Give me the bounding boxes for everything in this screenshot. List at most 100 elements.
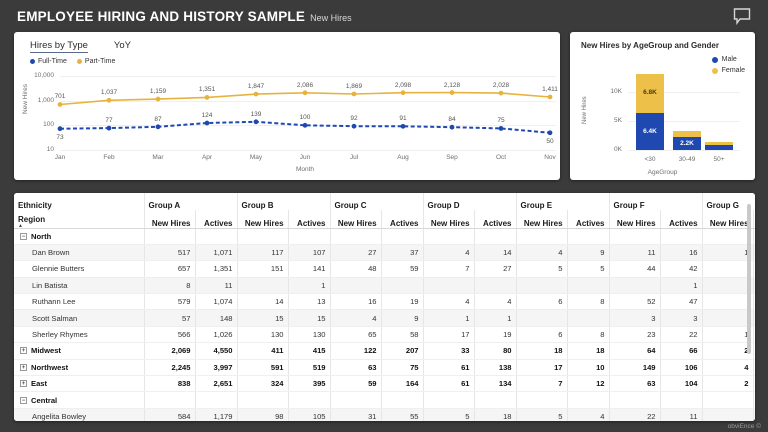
table-cell: 591 xyxy=(237,359,289,377)
table-row[interactable]: Scott Salman 57 148 15 15 4 9 1 1 3 3 xyxy=(14,309,755,327)
table-measure-header-new-hires[interactable]: New Hires xyxy=(144,210,196,229)
table-group-row-label[interactable]: + Northwest xyxy=(14,359,145,377)
sort-ascending-icon[interactable]: ▲ xyxy=(18,222,23,229)
row-expander-toggle[interactable]: + xyxy=(20,380,27,388)
table-vertical-scrollbar[interactable] xyxy=(746,196,752,418)
table-corner-region-cell[interactable]: Region ▲ xyxy=(14,210,145,229)
legend-item-female[interactable]: Female xyxy=(711,67,745,74)
table-group-row-label[interactable]: + Midwest xyxy=(14,342,145,360)
legend-item-full-time[interactable]: Full-Time xyxy=(30,58,67,65)
table-row-label[interactable]: Ruthann Lee xyxy=(14,293,145,311)
line-data-point[interactable] xyxy=(106,125,112,131)
table-cell: 149 xyxy=(609,359,661,377)
line-data-point[interactable] xyxy=(253,91,259,97)
table-group-header[interactable]: Group D xyxy=(423,193,517,210)
table-row-label[interactable]: Lin Batista xyxy=(14,277,145,295)
table-cell: 1 xyxy=(753,326,755,344)
table-measure-header-actives[interactable]: Actives xyxy=(567,210,610,229)
table-row-label[interactable]: Angelita Bowley xyxy=(14,408,145,421)
bar-segment-male[interactable]: 6.4K xyxy=(636,113,664,150)
table-cell xyxy=(753,408,755,421)
line-data-point[interactable] xyxy=(498,90,504,96)
table-row[interactable]: Ruthann Lee 579 1,074 14 13 16 19 4 4 6 8 52 47 xyxy=(14,293,755,311)
line-data-point[interactable] xyxy=(498,126,504,131)
table-measure-header-new-hires[interactable]: New Hires xyxy=(423,210,475,229)
table-group-header[interactable]: Group E xyxy=(516,193,610,210)
table-row-label[interactable]: Scott Salman xyxy=(14,309,145,327)
bar-stack[interactable]: 2.2K xyxy=(673,130,701,150)
line-data-point[interactable] xyxy=(547,94,553,100)
table-measure-header-actives[interactable]: Actives xyxy=(753,210,755,229)
table-measure-header-actives[interactable]: Actives xyxy=(381,210,424,229)
tab-yoy[interactable]: YoY xyxy=(113,40,131,51)
table-group-header[interactable]: Group F xyxy=(609,193,703,210)
line-data-point[interactable] xyxy=(57,102,63,107)
line-data-point[interactable] xyxy=(400,123,406,129)
line-data-point[interactable] xyxy=(57,126,63,132)
table-measure-header-new-hires[interactable]: New Hires xyxy=(702,210,754,229)
table-row[interactable]: Angelita Bowley 584 1,179 98 105 31 55 5 18 5 4 22 1… xyxy=(14,408,755,421)
table-group-row-label[interactable]: + East xyxy=(14,375,145,393)
line-data-point[interactable] xyxy=(302,122,308,128)
table-measure-header-new-hires[interactable]: New Hires xyxy=(516,210,568,229)
table-row[interactable]: − North xyxy=(14,228,755,245)
table-measure-header-new-hires[interactable]: New Hires xyxy=(330,210,382,229)
table-cell: 4 xyxy=(423,244,475,262)
bar-stack[interactable] xyxy=(705,141,733,150)
table-row-label[interactable]: Dan Brown xyxy=(14,244,145,262)
line-data-point[interactable] xyxy=(253,119,259,125)
legend-item-part-time[interactable]: Part-Time xyxy=(76,58,115,65)
bar-segment-female[interactable] xyxy=(705,141,733,145)
row-expander-toggle[interactable]: + xyxy=(20,347,27,355)
table-measure-header-actives[interactable]: Actives xyxy=(195,210,238,229)
table-measure-header-new-hires[interactable]: New Hires xyxy=(237,210,289,229)
comment-bubble-icon[interactable] xyxy=(732,7,752,26)
line-data-point[interactable] xyxy=(351,123,357,129)
table-row[interactable]: + Midwest 2,069 4,550 411 415 122 207 33 80 18 18 64… xyxy=(14,342,755,360)
line-data-point[interactable] xyxy=(302,90,308,96)
row-expander-toggle[interactable]: − xyxy=(20,396,27,404)
scrollbar-thumb[interactable] xyxy=(747,204,751,354)
table-row[interactable]: Lin Batista 8 11 1 1 xyxy=(14,277,755,295)
line-data-point[interactable] xyxy=(449,90,455,95)
table-cell: 14 xyxy=(474,244,517,262)
table-row[interactable]: + Northwest 2,245 3,997 591 519 63 75 61 138 17 10 1… xyxy=(14,359,755,377)
table-measure-header-actives[interactable]: Actives xyxy=(288,210,331,229)
row-expander-toggle[interactable]: + xyxy=(20,363,27,371)
bar-stack[interactable]: 6.8K 6.4K xyxy=(636,73,664,150)
table-row[interactable]: − Central xyxy=(14,391,755,409)
line-data-point[interactable] xyxy=(204,120,210,126)
table-row-label[interactable]: Glennie Butters xyxy=(14,260,145,278)
line-data-point[interactable] xyxy=(204,95,210,100)
table-row-label[interactable]: Sherley Rhymes xyxy=(14,326,145,344)
tab-hires-by-type[interactable]: Hires by Type xyxy=(30,40,88,53)
line-data-point[interactable] xyxy=(155,124,161,130)
row-expander-toggle[interactable]: − xyxy=(20,232,27,240)
table-body: − North Dan Brown 517 1,071 117 107 27 37 4 14 4 9 11… xyxy=(14,228,755,421)
table-group-header[interactable]: Group C xyxy=(330,193,424,210)
table-group-header[interactable]: Group A xyxy=(144,193,238,210)
bar-segment-male[interactable]: 2.2K xyxy=(673,137,701,150)
legend-item-male[interactable]: Male xyxy=(711,56,745,63)
table-row[interactable]: Sherley Rhymes 566 1,026 130 130 65 58 17 19 6 8 23… xyxy=(14,326,755,344)
table-measure-header-new-hires[interactable]: New Hires xyxy=(609,210,661,229)
table-group-header[interactable]: Group B xyxy=(237,193,331,210)
table-group-row-label[interactable]: − North xyxy=(14,228,145,245)
bar-segment-female[interactable]: 6.8K xyxy=(636,73,664,114)
bar-segment-male[interactable] xyxy=(705,144,733,150)
line-data-point[interactable] xyxy=(547,130,553,136)
bar-segment-female[interactable] xyxy=(673,130,701,138)
table-row[interactable]: Glennie Butters 657 1,351 151 141 48 59 7 27 5 5 44… xyxy=(14,260,755,278)
line-data-point[interactable] xyxy=(351,91,357,97)
table-group-row-label[interactable]: − Central xyxy=(14,391,145,409)
line-data-point[interactable] xyxy=(449,124,455,130)
table-cell: 138 xyxy=(474,359,517,377)
line-data-point[interactable] xyxy=(106,97,112,103)
table-measure-header-actives[interactable]: Actives xyxy=(660,210,703,229)
table-measure-header-actives[interactable]: Actives xyxy=(474,210,517,229)
line-data-point[interactable] xyxy=(155,96,161,102)
line-data-point[interactable] xyxy=(400,90,406,96)
table-group-header[interactable]: Group G xyxy=(702,193,755,210)
